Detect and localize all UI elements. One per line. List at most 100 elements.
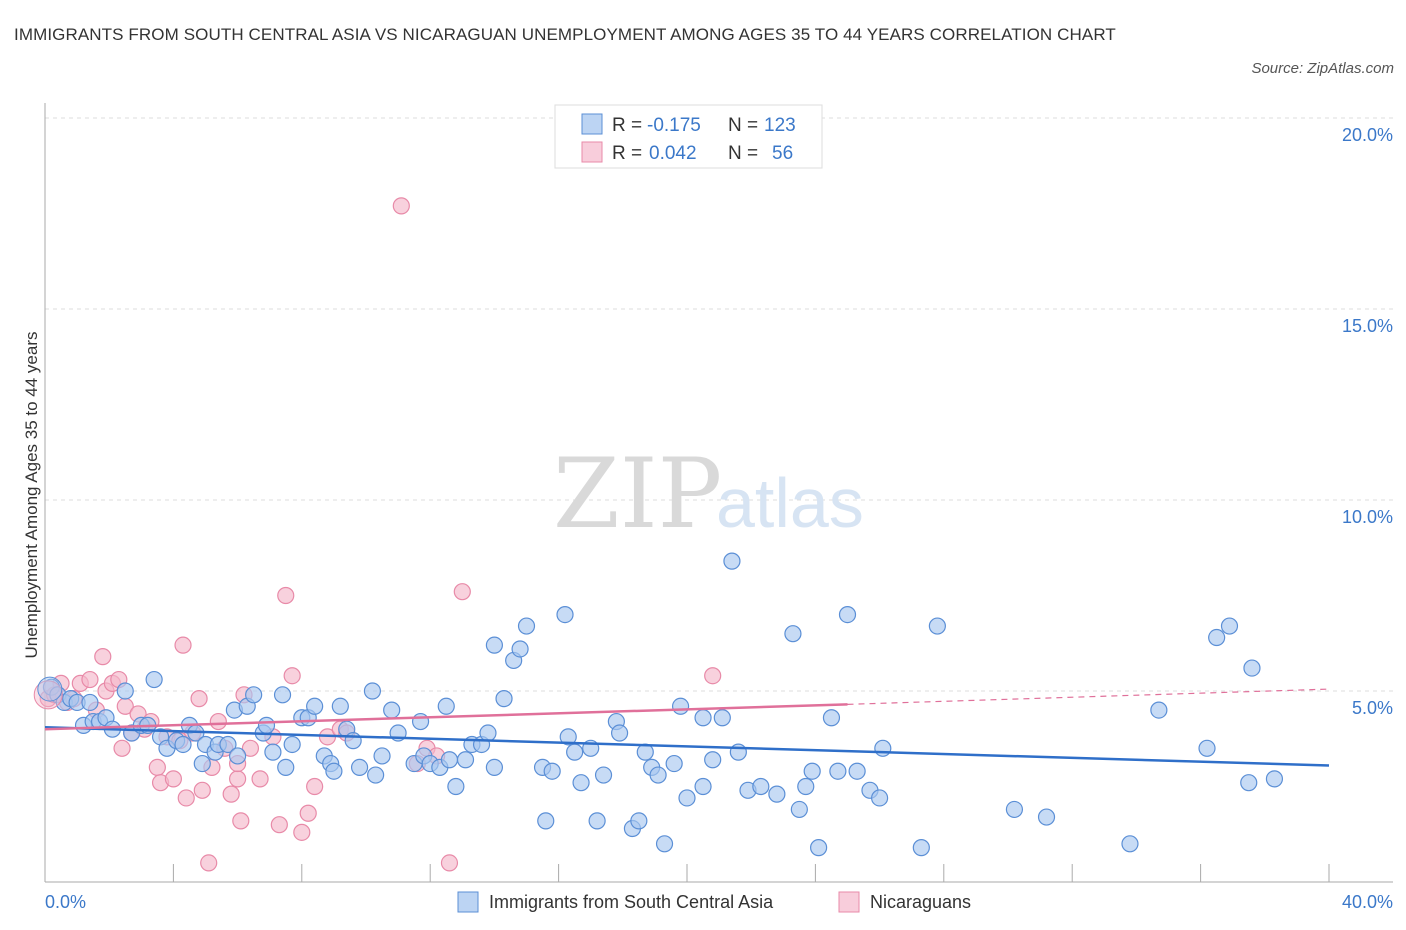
legend-n-label-1: N = xyxy=(728,115,758,136)
pink-point xyxy=(200,854,218,872)
blue-point xyxy=(325,762,343,780)
blue-point xyxy=(495,690,513,708)
blue-point xyxy=(411,712,430,731)
axes-layer xyxy=(44,103,1393,883)
pink-point xyxy=(229,770,247,788)
watermark-atlas: atlas xyxy=(716,464,864,542)
blue-point xyxy=(556,605,574,624)
x-tick-label-min: 0.0% xyxy=(45,892,86,912)
blue-point xyxy=(768,785,786,803)
blue-point xyxy=(665,754,683,773)
pink-point xyxy=(251,770,269,788)
blue-point xyxy=(572,774,590,792)
pink-point xyxy=(193,781,211,799)
blue-point xyxy=(81,693,99,712)
blue-point xyxy=(363,682,382,700)
pink-point xyxy=(392,197,410,215)
y-tick-labels: 5.0% 10.0% 15.0% 20.0% xyxy=(1342,125,1393,718)
bottom-legend-swatch-blue xyxy=(457,891,479,913)
blue-point xyxy=(870,789,889,807)
blue-point xyxy=(479,724,497,742)
y-tick-label: 20.0% xyxy=(1342,125,1393,145)
blue-point xyxy=(671,697,690,715)
blue-point xyxy=(543,762,561,780)
pink-point xyxy=(453,583,471,601)
y-axis-label: Unemployment Among Ages 35 to 44 years xyxy=(22,332,41,659)
y-tick-label: 10.0% xyxy=(1342,507,1393,527)
pink-point-large xyxy=(33,680,63,710)
blue-point xyxy=(559,728,577,746)
blue-point xyxy=(803,762,821,780)
blue-point xyxy=(367,766,385,784)
legend-r-value-2: 0.042 xyxy=(649,143,697,164)
blue-point xyxy=(257,716,276,734)
legend-swatch-blue xyxy=(581,113,603,135)
pink-point xyxy=(148,758,166,777)
blue-point xyxy=(694,709,712,727)
pink-point xyxy=(277,586,295,605)
blue-point xyxy=(723,552,741,570)
blue-point xyxy=(1150,701,1168,719)
blue-point xyxy=(283,735,301,754)
points-layer xyxy=(33,197,1284,872)
blue-point xyxy=(264,743,282,761)
blue-point xyxy=(838,605,857,624)
pink-point xyxy=(209,712,227,731)
blue-point xyxy=(784,625,802,643)
blue-point xyxy=(928,617,946,635)
pink-point xyxy=(283,667,301,685)
blue-point xyxy=(797,777,815,796)
blue-point xyxy=(1198,739,1216,757)
blue-point xyxy=(145,670,163,689)
blue-point xyxy=(1265,770,1284,788)
pink-point xyxy=(270,816,288,834)
blue-point xyxy=(1243,659,1261,677)
legend-n-value-1: 123 xyxy=(764,115,796,136)
blue-point xyxy=(610,724,629,742)
pink-point xyxy=(306,777,324,796)
blue-point xyxy=(537,812,555,830)
blue-point xyxy=(174,735,192,754)
pink-point xyxy=(113,739,131,757)
legend-r-label-1: R = xyxy=(612,115,642,136)
bottom-legend-label-blue: Immigrants from South Central Asia xyxy=(489,892,774,912)
blue-point xyxy=(630,812,648,830)
y-tick-label: 5.0% xyxy=(1352,698,1393,718)
blue-point xyxy=(373,747,391,765)
blue-point-large xyxy=(37,676,63,702)
blue-point xyxy=(752,777,770,796)
legend-n-value-2: 56 xyxy=(772,143,793,164)
blue-point xyxy=(511,640,529,658)
blue-point xyxy=(912,839,930,857)
blue-point xyxy=(713,709,731,727)
blue-point xyxy=(331,697,349,715)
blue-point xyxy=(245,686,263,704)
blue-point xyxy=(594,766,613,784)
blue-point xyxy=(829,762,847,780)
pink-point xyxy=(174,636,192,654)
blue-point xyxy=(822,709,841,727)
blue-point xyxy=(694,777,712,796)
blue-point xyxy=(588,812,606,830)
blue-point xyxy=(704,751,722,769)
pink-point xyxy=(293,823,311,841)
blue-point xyxy=(219,735,237,754)
blue-point xyxy=(517,617,536,635)
blue-point xyxy=(273,686,292,704)
legend-r-label-2: R = xyxy=(612,143,642,164)
legend-box: R = -0.175 N = 123 R = 0.042 N = 56 xyxy=(554,104,823,169)
pink-point xyxy=(164,770,182,788)
blue-point xyxy=(848,762,866,780)
pink-point xyxy=(232,812,250,830)
blue-point xyxy=(1121,835,1139,853)
blue-point xyxy=(383,701,401,719)
blue-point xyxy=(306,697,324,715)
pink-point xyxy=(190,690,208,708)
blue-point xyxy=(440,751,459,769)
pink-point xyxy=(440,854,459,872)
blue-point xyxy=(350,758,369,777)
watermark-zip: ZIP xyxy=(553,438,722,550)
pink-trend-line xyxy=(44,703,848,731)
blue-point xyxy=(447,777,465,796)
